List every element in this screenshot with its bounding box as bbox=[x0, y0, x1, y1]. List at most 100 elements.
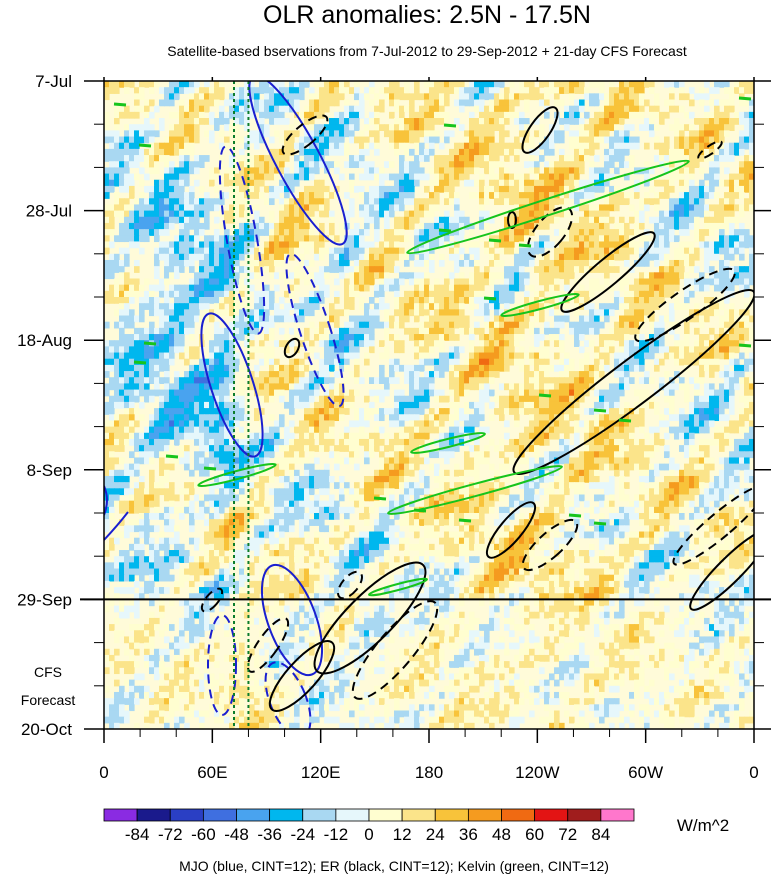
olr-cell bbox=[609, 395, 615, 403]
olr-cell bbox=[234, 124, 240, 131]
olr-cell bbox=[534, 87, 540, 94]
olr-cell bbox=[389, 321, 395, 329]
olr-cell bbox=[184, 241, 190, 249]
olr-cell bbox=[359, 272, 365, 280]
olr-cell bbox=[109, 346, 115, 354]
olr-cell bbox=[474, 247, 480, 255]
olr-cell bbox=[734, 266, 740, 273]
olr-cell bbox=[149, 130, 155, 138]
olr-cell bbox=[179, 389, 185, 397]
olr-cell bbox=[289, 99, 295, 107]
olr-cell bbox=[259, 216, 265, 224]
olr-cell bbox=[569, 179, 575, 187]
olr-cell bbox=[604, 340, 610, 347]
olr-cell bbox=[139, 216, 145, 224]
olr-cell bbox=[379, 371, 385, 378]
olr-cell bbox=[544, 136, 550, 144]
olr-cell bbox=[539, 346, 545, 354]
olr-cell bbox=[109, 358, 115, 366]
olr-cell bbox=[269, 321, 275, 329]
olr-cell bbox=[304, 204, 310, 212]
olr-cell bbox=[154, 377, 160, 384]
olr-cell bbox=[729, 247, 735, 255]
olr-cell bbox=[389, 93, 395, 101]
olr-cell bbox=[479, 136, 485, 144]
olr-cell bbox=[604, 210, 610, 218]
olr-cell bbox=[254, 142, 260, 150]
olr-cell bbox=[504, 142, 510, 150]
olr-cell bbox=[329, 124, 335, 131]
olr-cell bbox=[224, 389, 230, 397]
olr-cell bbox=[464, 179, 470, 187]
olr-cell bbox=[154, 235, 160, 243]
olr-cell bbox=[429, 99, 435, 107]
olr-cell bbox=[614, 142, 620, 150]
olr-cell bbox=[209, 87, 215, 94]
olr-cell bbox=[449, 167, 455, 175]
olr-cell bbox=[719, 229, 725, 236]
olr-cell bbox=[634, 327, 640, 335]
olr-cell bbox=[319, 358, 325, 366]
olr-cell bbox=[504, 216, 510, 224]
olr-cell bbox=[289, 358, 295, 366]
olr-cell bbox=[349, 155, 355, 162]
olr-cell bbox=[664, 235, 670, 243]
olr-cell bbox=[704, 247, 710, 255]
olr-cell bbox=[594, 358, 600, 366]
olr-cell bbox=[154, 284, 160, 292]
olr-cell bbox=[674, 346, 680, 354]
olr-cell bbox=[629, 290, 635, 298]
olr-cell bbox=[724, 155, 730, 162]
olr-cell bbox=[224, 377, 230, 384]
olr-cell bbox=[524, 235, 530, 243]
olr-cell bbox=[444, 93, 450, 101]
olr-cell bbox=[539, 389, 545, 397]
olr-cell bbox=[414, 204, 420, 212]
olr-cell bbox=[169, 192, 175, 199]
olr-cell bbox=[474, 266, 480, 273]
olr-cell bbox=[124, 278, 130, 286]
olr-cell bbox=[184, 259, 190, 267]
olr-cell bbox=[204, 204, 210, 212]
olr-cell bbox=[739, 309, 745, 317]
olr-cell bbox=[479, 118, 485, 125]
olr-cell bbox=[684, 93, 690, 101]
olr-cell bbox=[104, 235, 110, 243]
olr-cell bbox=[239, 315, 245, 323]
olr-cell bbox=[394, 389, 400, 397]
olr-cell bbox=[574, 167, 580, 175]
olr-cell bbox=[534, 401, 540, 409]
olr-cell bbox=[169, 352, 175, 360]
olr-cell bbox=[394, 173, 400, 181]
olr-cell bbox=[419, 142, 425, 150]
olr-cell bbox=[664, 216, 670, 224]
olr-cell bbox=[454, 241, 460, 249]
olr-cell bbox=[424, 272, 430, 280]
olr-cell bbox=[744, 124, 750, 131]
olr-cell bbox=[424, 352, 430, 360]
olr-cell bbox=[589, 93, 595, 101]
olr-cell bbox=[594, 377, 600, 384]
olr-cell bbox=[454, 253, 460, 261]
olr-cell bbox=[359, 192, 365, 199]
olr-cell bbox=[729, 389, 735, 397]
olr-cell bbox=[289, 395, 295, 403]
olr-cell bbox=[389, 142, 395, 150]
olr-cell bbox=[579, 241, 585, 249]
olr-cell bbox=[504, 93, 510, 101]
olr-cell bbox=[319, 111, 325, 119]
olr-cell bbox=[139, 346, 145, 354]
olr-cell bbox=[599, 401, 605, 409]
olr-cell bbox=[309, 210, 315, 218]
olr-cell bbox=[584, 229, 590, 236]
olr-cell bbox=[509, 179, 515, 187]
olr-cell bbox=[139, 130, 145, 138]
olr-cell bbox=[499, 173, 505, 181]
olr-cell bbox=[709, 247, 715, 255]
olr-cell bbox=[514, 389, 520, 397]
olr-cell bbox=[159, 321, 165, 329]
olr-cell bbox=[569, 327, 575, 335]
olr-cell bbox=[349, 124, 355, 131]
olr-cell bbox=[454, 235, 460, 243]
olr-cell bbox=[604, 179, 610, 187]
